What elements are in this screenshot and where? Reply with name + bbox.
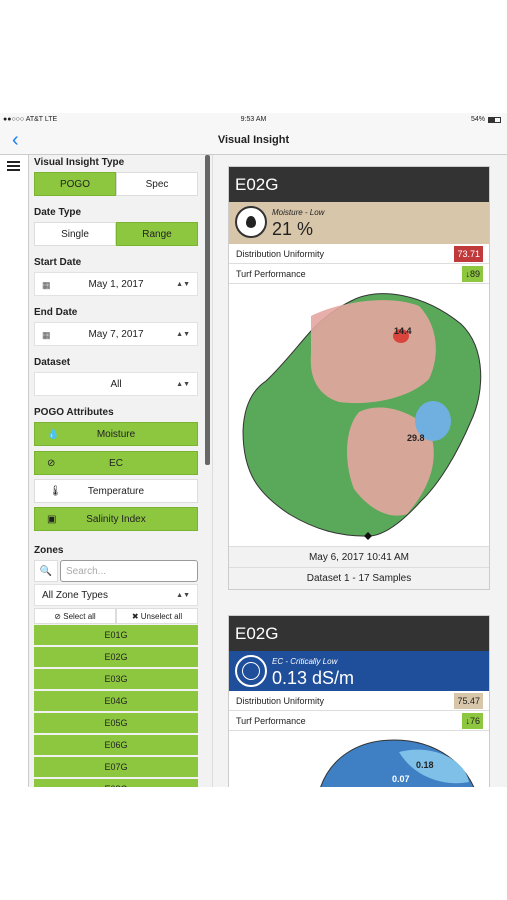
menu-icon[interactable] [7, 161, 20, 163]
zone-item[interactable]: E07G [34, 757, 198, 777]
map-label: 14.4 [394, 326, 412, 336]
insight-card: E02G EC - Critically Low 0.13 dS/m Distr… [228, 615, 490, 787]
select-value: May 7, 2017 [88, 329, 144, 340]
zone-item[interactable]: E04G [34, 691, 198, 711]
dataset-select[interactable]: All ▲▼ [34, 372, 198, 396]
unselect-all-text: Unselect all [140, 612, 183, 621]
metric-row: Turf Performance ↓76 [229, 711, 489, 731]
attribute-button[interactable]: 🌡 Temperature [34, 479, 198, 503]
zone-type-select[interactable]: All Zone Types ▲▼ [34, 584, 198, 606]
overlay: Visual Insight Type POGO Spec Date Type … [34, 157, 490, 787]
map-label: 0.07 [392, 774, 410, 784]
select-value: All Zone Types [42, 590, 108, 601]
metric-label: Turf Performance [236, 716, 306, 726]
reading: 21 % [272, 219, 314, 239]
zone-item[interactable]: E05G [34, 713, 198, 733]
date-select[interactable]: ▦ May 7, 2017 ▲▼ [34, 322, 198, 346]
zone-item[interactable]: E06G [34, 735, 198, 755]
attribute-text: Temperature [87, 486, 145, 497]
select-value: All [110, 379, 122, 390]
clock: 9:53 AM [240, 116, 267, 123]
nav-bar: ‹ Visual Insight [0, 127, 507, 155]
section-label: Visual Insight Type [34, 157, 125, 168]
metric-row: Distribution Uniformity 73.71 [229, 244, 489, 264]
attribute-button[interactable]: ⊘ EC [34, 451, 198, 475]
card-title: E02G [229, 167, 489, 202]
attribute-button[interactable]: ▣ Salinity Index [34, 507, 198, 531]
ec-region [399, 749, 469, 784]
metric-label: Distribution Uniformity [236, 249, 325, 259]
zone-item[interactable]: E03G [34, 669, 198, 689]
metric-row: Distribution Uniformity 75.47 [229, 691, 489, 711]
status-text: EC - Critically Low [272, 657, 338, 666]
unselect-all[interactable]: ✖ Unselect all [116, 608, 198, 624]
ec-icon [235, 655, 267, 687]
heat-map: 0.18 0.07 [320, 739, 475, 787]
hot-spot [393, 329, 409, 343]
insight-card: E02G Moisture - Low 21 % Distribution Un… [228, 166, 490, 590]
heat-map: 14.4 29.8 [242, 293, 482, 540]
toggle[interactable]: Single [34, 222, 116, 246]
status-band: EC - Critically Low 0.13 dS/m [229, 651, 489, 691]
metric-row: Turf Performance ↓89 [229, 264, 489, 284]
map-label: 29.8 [407, 433, 425, 443]
attribute-text: EC [109, 458, 123, 469]
wet-region [415, 401, 451, 441]
select-all-text: Select all [63, 612, 96, 621]
metric-value: 75.47 [454, 693, 483, 709]
section-label: Dataset [34, 357, 71, 368]
dry-region [310, 300, 436, 404]
metric-value: ↓89 [462, 266, 483, 282]
metric-label: Distribution Uniformity [236, 696, 325, 706]
menu-rail [0, 155, 29, 787]
map-label: 0.18 [416, 760, 434, 770]
search-input[interactable]: Search... [60, 560, 198, 582]
attribute-button[interactable]: 💧 Moisture [34, 422, 198, 446]
attribute-text: Salinity Index [86, 514, 146, 525]
zone-item[interactable]: E01G [34, 625, 198, 645]
select-value: May 1, 2017 [88, 279, 144, 290]
metric-number: 76 [469, 716, 480, 726]
date-select[interactable]: ▦ May 1, 2017 ▲▼ [34, 272, 198, 296]
reading: 0.13 dS/m [272, 668, 355, 688]
toggle[interactable]: POGO [34, 172, 116, 196]
section-label: POGO Attributes [34, 407, 114, 418]
nav-title: Visual Insight [217, 134, 290, 146]
moisture-icon [235, 206, 267, 238]
zone-item[interactable]: E08G [34, 779, 198, 787]
toggle[interactable]: Spec [116, 172, 198, 196]
section-label: Zones [34, 545, 64, 556]
section-label: End Date [34, 307, 78, 318]
battery-text: 54% [470, 116, 485, 123]
zone-item[interactable]: E02G [34, 647, 198, 667]
marker [364, 532, 372, 540]
battery-icon [488, 117, 501, 123]
dataset-info: Dataset 1 - 17 Samples [229, 567, 489, 589]
status-bar: ●●○○○ AT&T LTE 9:53 AM 54% [0, 113, 507, 127]
status-band: Moisture - Low 21 % [229, 202, 489, 244]
search-icon[interactable]: 🔍 [34, 560, 58, 582]
attribute-text: Moisture [96, 429, 136, 440]
back-button[interactable]: ‹ [12, 129, 19, 151]
metric-value: 73.71 [454, 246, 483, 262]
dry-region [347, 407, 434, 516]
metric-value: ↓76 [462, 713, 483, 729]
section-label: Date Type [34, 207, 82, 218]
card-title: E02G [229, 616, 489, 651]
toggle[interactable]: Range [116, 222, 198, 246]
metric-number: 89 [469, 269, 480, 279]
section-label: Start Date [34, 257, 82, 268]
scrollbar [205, 155, 210, 465]
status-text: Moisture - Low [272, 208, 325, 217]
timestamp: May 6, 2017 10:41 AM [229, 546, 489, 568]
carrier: ●●○○○ AT&T LTE [3, 116, 58, 123]
metric-label: Turf Performance [236, 269, 306, 279]
select-all[interactable]: ⊘ Select all [34, 608, 116, 624]
